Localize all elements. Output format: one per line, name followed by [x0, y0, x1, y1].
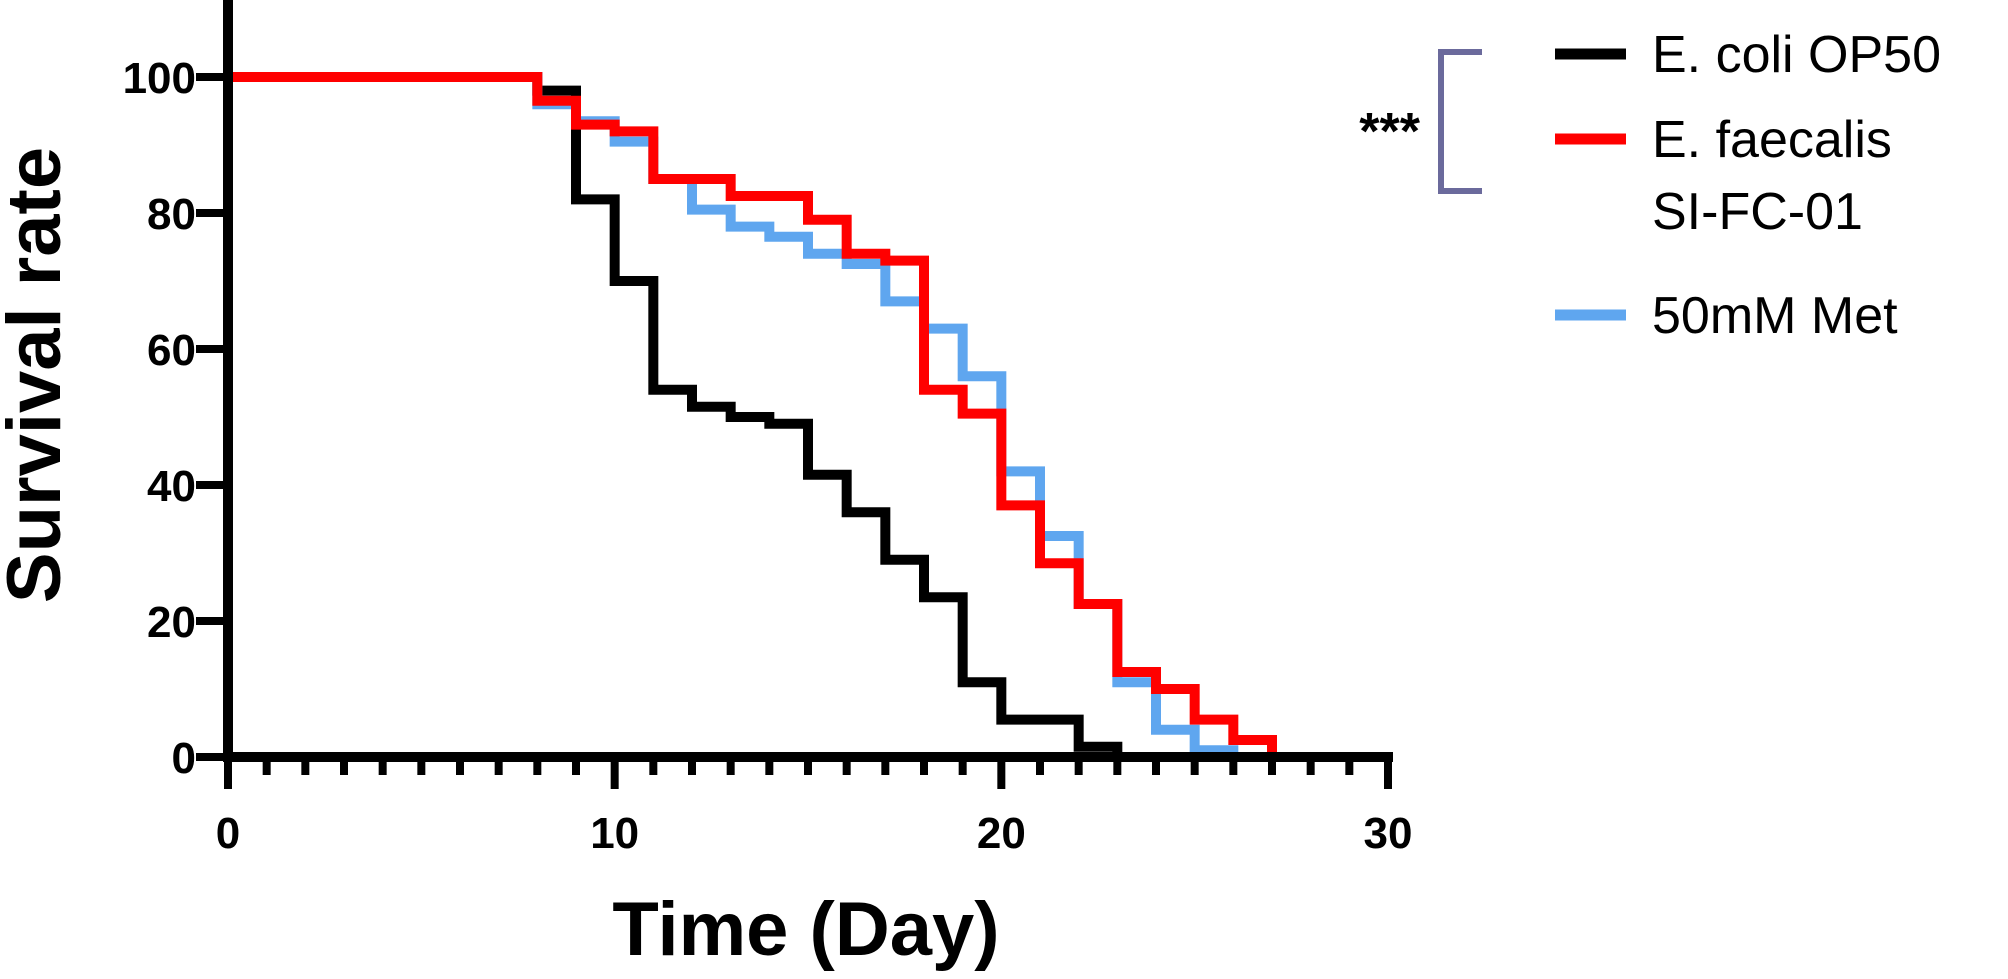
series-line-1	[228, 72, 1123, 757]
y-tick-label: 20	[147, 598, 196, 647]
x-tick-label: 0	[216, 809, 240, 858]
legend-label: SI-FC-01	[1652, 183, 1863, 241]
y-tick-label: 100	[123, 54, 196, 103]
significance-bracket-line	[1438, 49, 1482, 194]
axes	[196, 0, 1393, 789]
x-tick-label: 20	[977, 809, 1026, 858]
legend-label: 50mM Met	[1652, 287, 1898, 345]
significance-label: ***	[1359, 103, 1420, 161]
legend-label: E. faecalis	[1652, 111, 1892, 169]
y-tick-label: 60	[147, 326, 196, 375]
tick-labels: 0 10 20 30 0 20 40 60 80 100	[123, 54, 1413, 858]
y-tick-label: 40	[147, 462, 196, 511]
x-tick-label: 30	[1364, 809, 1413, 858]
series-layer	[228, 72, 1277, 757]
x-tick-label: 10	[590, 809, 639, 858]
y-axis-title: Survival rate	[0, 147, 77, 603]
legend-label: E. coli OP50	[1652, 26, 1941, 84]
y-tick-label: 0	[172, 734, 196, 783]
x-axis-title: Time (Day)	[612, 887, 999, 972]
legend: E. coli OP50 E. faecalis SI-FC-01 50mM Met	[1555, 26, 1941, 345]
series-line-3	[228, 72, 1277, 757]
significance-bracket: ***	[1359, 49, 1482, 194]
y-tick-label: 80	[147, 190, 196, 239]
